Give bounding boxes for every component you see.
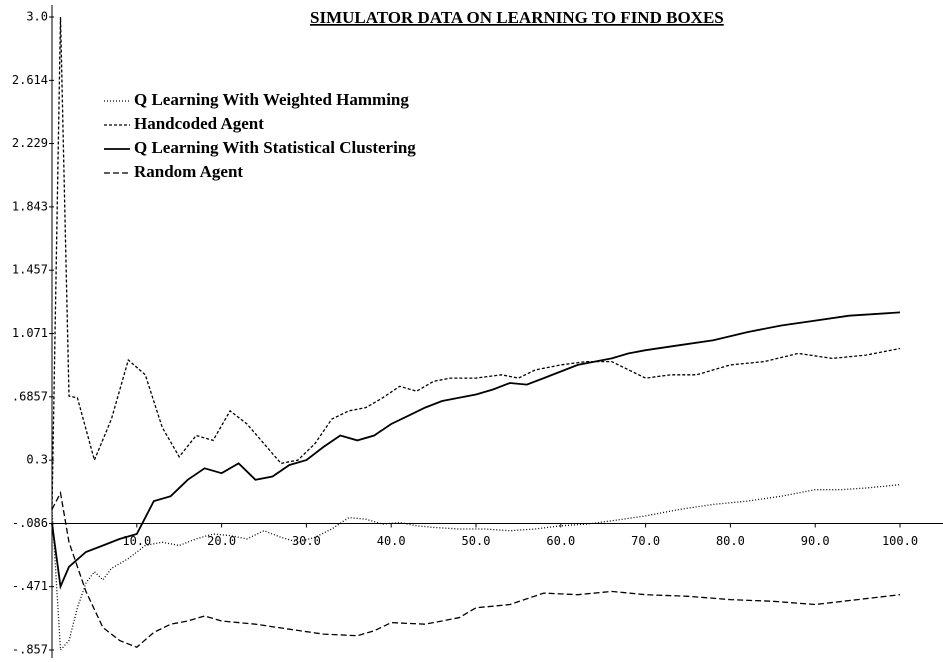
y-tick-label: 1.843 xyxy=(12,199,48,213)
chart-title: SIMULATOR DATA ON LEARNING TO FIND BOXES xyxy=(310,8,724,27)
x-tick-label: 80.0 xyxy=(716,534,745,548)
y-tick-label: .6857 xyxy=(12,389,48,403)
y-tick-label: -.857 xyxy=(12,643,48,657)
legend-label: Handcoded Agent xyxy=(134,114,264,133)
x-tick-label: 100.0 xyxy=(882,534,918,548)
x-tick-label: 50.0 xyxy=(462,534,491,548)
y-tick-label: 0.3 xyxy=(26,453,48,467)
x-tick-label: 60.0 xyxy=(546,534,575,548)
legend-label: Q Learning With Weighted Hamming xyxy=(134,90,409,109)
y-tick-label: 2.614 xyxy=(12,73,48,87)
x-tick-label: 70.0 xyxy=(631,534,660,548)
legend-label: Q Learning With Statistical Clustering xyxy=(134,138,416,157)
x-tick-label: 90.0 xyxy=(801,534,830,548)
y-tick-label: 1.071 xyxy=(12,326,48,340)
y-tick-label: -.086 xyxy=(12,516,48,530)
y-tick-label: 3.0 xyxy=(26,10,48,24)
y-tick-label: -.471 xyxy=(12,579,48,593)
series-line xyxy=(51,490,901,648)
legend-label: Random Agent xyxy=(134,162,243,181)
x-tick-label: 40.0 xyxy=(377,534,406,548)
y-tick-label: 2.229 xyxy=(12,136,48,150)
y-tick-label: 1.457 xyxy=(12,263,48,277)
x-tick-label: 20.0 xyxy=(207,534,236,548)
series-line xyxy=(51,311,901,590)
x-tick-label: 30.0 xyxy=(292,534,321,548)
x-tick-label: 10.0 xyxy=(122,534,151,548)
series-line xyxy=(51,484,901,652)
series-line xyxy=(51,16,901,510)
